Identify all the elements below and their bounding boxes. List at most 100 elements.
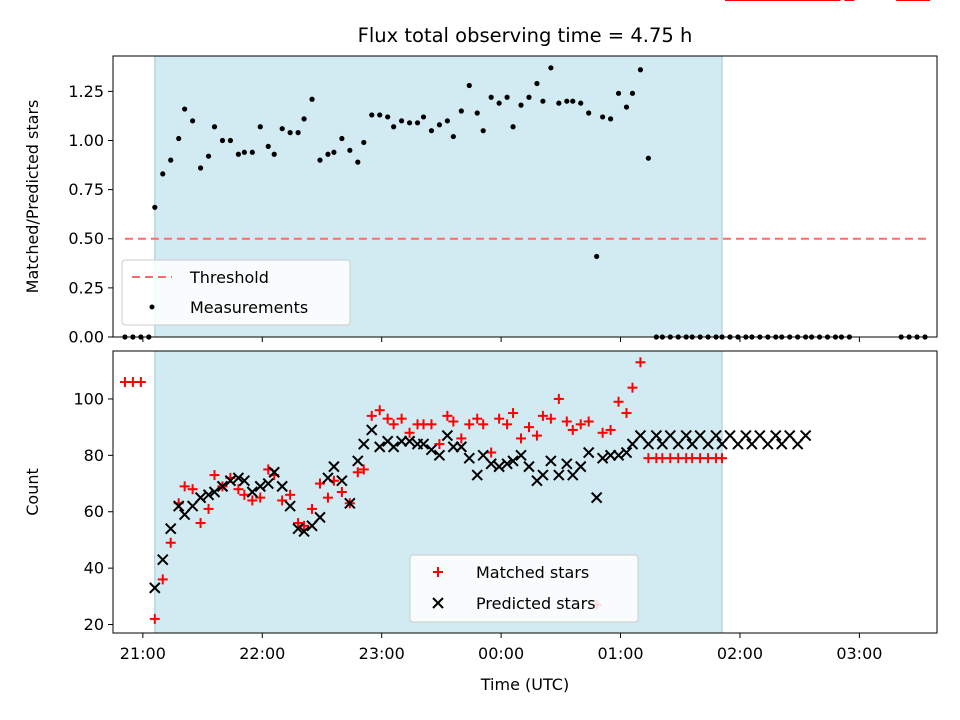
measurement-point	[548, 65, 554, 71]
matched-star-point	[195, 518, 206, 529]
measurement-point	[398, 118, 405, 124]
measurement-point	[271, 151, 277, 157]
predicted-star-point	[262, 477, 274, 490]
predicted-star-point	[298, 525, 310, 538]
lower-panel: 20 40 60 80 100 21:00 22:00 23:00 00:00 01:00 02:…	[23, 0, 938, 663]
measurement-point	[414, 120, 421, 126]
predicted-star-point	[344, 497, 356, 509]
measurement-point	[510, 124, 516, 130]
measurement-point	[331, 149, 337, 155]
matched-star-point	[307, 503, 318, 514]
matched-star-point	[233, 484, 244, 495]
matched-star-point	[239, 489, 250, 500]
matched-star-point	[597, 427, 608, 438]
measurement-point	[241, 149, 247, 155]
predicted-star-point	[268, 466, 280, 478]
predicted-star-point	[515, 449, 527, 462]
measurement-point	[518, 102, 524, 108]
predicted-star-point	[172, 500, 185, 512]
matched-star-point	[382, 413, 393, 424]
predicted-star-point	[680, 429, 692, 442]
predicted-star-point	[501, 458, 513, 470]
measurement-point	[227, 137, 234, 144]
lower-y-axis-label: Count	[23, 468, 42, 516]
measurement-point	[480, 128, 486, 134]
matched-star-point	[255, 492, 266, 503]
predicted-star-point	[650, 429, 663, 442]
predicted-star-point	[246, 486, 259, 498]
upper-legend-box	[121, 259, 351, 326]
matched-star-point	[404, 427, 415, 438]
matched-star-point	[277, 495, 288, 506]
predicted-star-point	[208, 486, 221, 498]
measurement-point	[391, 124, 397, 130]
matched-star-point	[358, 464, 369, 475]
measurement-point	[347, 147, 353, 153]
measurement-point	[564, 98, 570, 104]
matched-star-point	[293, 518, 304, 529]
measurement-point	[325, 151, 331, 157]
predicted-star-point	[254, 480, 266, 493]
measurement-point	[369, 112, 375, 118]
measurement-point	[301, 116, 307, 122]
measurement-point	[385, 114, 391, 120]
predicted-star-point	[194, 491, 207, 504]
y-tick-label: 60	[84, 502, 104, 521]
matched-star-point	[209, 470, 220, 481]
measurement-point	[607, 116, 614, 122]
predicted-star-point	[740, 429, 752, 442]
predicted-legend-label: Predicted stars	[476, 594, 596, 613]
matched-star-point	[537, 410, 548, 421]
y-tick-label: 20	[84, 615, 104, 634]
measurement-point	[377, 112, 383, 118]
measurement-point	[570, 98, 576, 104]
predicted-star-point	[425, 443, 438, 456]
matched-legend-label: Matched stars	[476, 563, 589, 582]
y-tick-label: 0.75	[68, 180, 104, 199]
measurement-point	[265, 143, 271, 149]
matched-star-point	[502, 419, 513, 430]
measurement-point	[586, 110, 592, 116]
measurement-point	[182, 106, 188, 112]
measurement-point	[645, 155, 652, 161]
predicted-star-point	[575, 460, 587, 473]
y-tick-label: 0.50	[68, 229, 104, 248]
y-tick-label: 100	[73, 389, 104, 408]
matched-legend-swatch	[433, 567, 443, 577]
predicted-legend-swatch	[432, 597, 444, 609]
predicted-star-point	[366, 424, 378, 436]
matched-star-point	[456, 433, 467, 444]
matched-star-point	[717, 453, 728, 464]
predicted-star-point	[596, 452, 609, 464]
matched-star-point	[621, 408, 632, 419]
measurement-point	[629, 90, 636, 96]
lower-legend-box	[409, 554, 639, 623]
measurement-point	[600, 114, 606, 120]
predicted-star-point	[284, 500, 296, 512]
measurement-point	[168, 157, 174, 163]
matched-star-point	[508, 408, 519, 419]
predicted-star-point	[322, 472, 334, 484]
matched-star-point	[635, 357, 646, 368]
predicted-star-point	[238, 475, 251, 487]
measurement-point	[488, 94, 494, 100]
measurement-point	[474, 110, 480, 116]
predicted-star-point	[441, 429, 454, 442]
measurement-point	[355, 159, 361, 165]
predicted-star-point	[292, 522, 304, 535]
matched-star-point	[627, 382, 638, 393]
matched-star-point	[374, 405, 385, 416]
matched-star-point	[567, 424, 578, 435]
predicted-star-point	[202, 489, 215, 501]
predicted-star-point	[157, 553, 169, 566]
predicted-star-point	[770, 429, 782, 442]
measurement-point	[615, 90, 622, 96]
measurement-point	[436, 122, 443, 128]
upper-y-axis-label: Matched/Predicted stars	[23, 100, 42, 294]
matched-star-point	[187, 484, 198, 495]
matched-star-point	[545, 413, 556, 424]
lower-axes-frame	[112, 350, 938, 634]
measurement-point	[496, 100, 502, 106]
y-tick-label: 1.25	[68, 82, 104, 101]
predicted-star-point	[276, 480, 288, 493]
